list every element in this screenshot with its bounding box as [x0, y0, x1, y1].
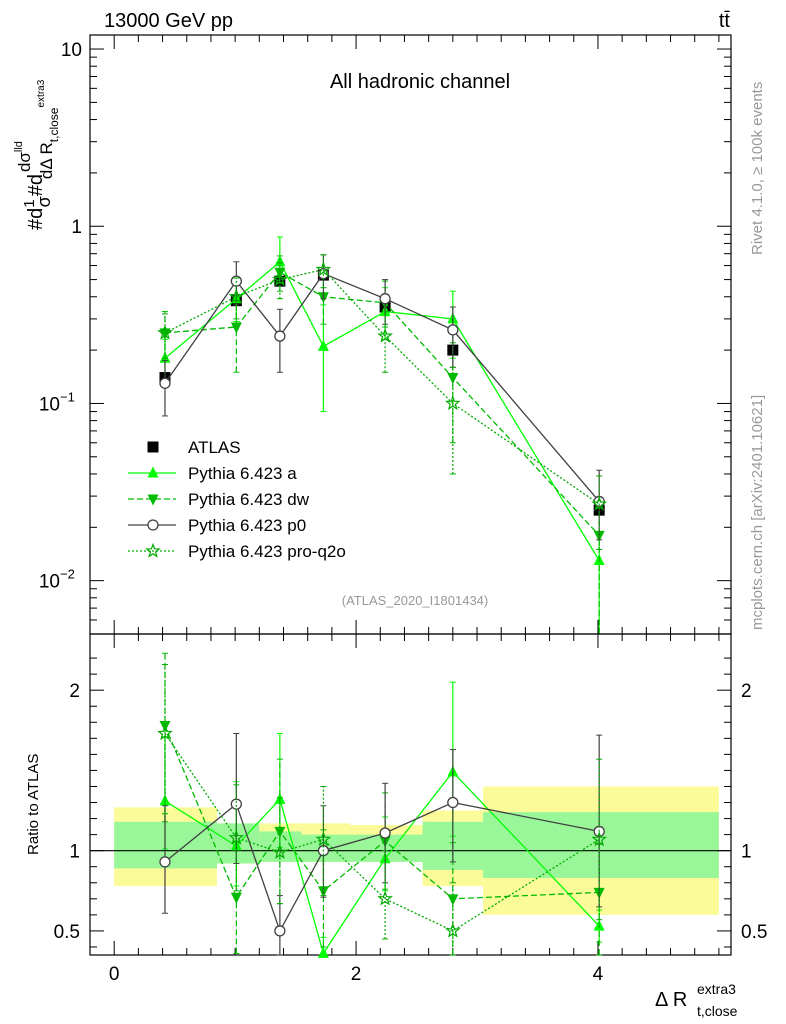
data-point	[274, 330, 286, 342]
data-point	[159, 377, 171, 389]
mcplots-label: mcplots.cern.ch [arXiv:2401.10621]	[749, 395, 766, 630]
ratio-point	[274, 826, 286, 838]
series-4	[157, 254, 608, 550]
ratio-point	[230, 798, 242, 810]
analysis-watermark: (ATLAS_2020_I1801434)	[342, 593, 488, 608]
legend-marker	[147, 519, 159, 531]
ratio-y-tick-label: 1	[69, 842, 80, 863]
svg-text:t,close: t,close	[697, 1003, 738, 1019]
data-point	[228, 288, 245, 304]
legend-label: Pythia 6.423 pro-q2o	[188, 542, 346, 561]
legend-label: ATLAS	[188, 438, 241, 457]
main-y-tick-label-exp: −2	[60, 567, 75, 582]
rivet-label: Rivet 4.1.0, ≥ 100k events	[749, 82, 766, 255]
process-label: tt̄	[719, 10, 731, 32]
legend-label: Pythia 6.423 dw	[188, 490, 310, 509]
ratio-point	[317, 946, 329, 958]
ratio-point	[447, 796, 459, 809]
data-point	[379, 293, 391, 305]
ratio-point	[447, 894, 459, 906]
data-point	[317, 339, 329, 351]
svg-text:Δ R: Δ R	[655, 989, 687, 1011]
ratio-y-tick-label: 0.5	[54, 922, 80, 943]
main-y-tick-label: 10	[39, 572, 60, 593]
legend-item: Pythia 6.423 p0	[128, 516, 306, 535]
stat-band	[483, 812, 719, 878]
data-point	[157, 324, 173, 340]
legend-marker	[145, 542, 161, 558]
legend-item: Pythia 6.423 a	[128, 464, 297, 483]
x-axis-label: Δ R extra3 t,close	[655, 981, 738, 1019]
ratio-y-axis-label: Ratio to ATLAS	[25, 754, 42, 855]
data-point	[447, 373, 459, 385]
x-tick-label: 0	[109, 964, 120, 985]
ratio-y-tick-label-right: 2	[741, 681, 752, 702]
data-point	[272, 271, 288, 287]
ratio-y-tick-label-right: 1	[741, 842, 752, 863]
data-point	[230, 322, 242, 334]
ratio-series-3	[157, 663, 608, 956]
x-tick-label: 4	[593, 964, 604, 985]
series-line	[164, 268, 600, 505]
plot-title: All hadronic channel	[330, 71, 510, 93]
ratio-point	[444, 922, 461, 938]
main-y-tick-label: 10	[61, 40, 82, 61]
ratio-plot-layer: 0.5 0.5 1 1 2 2 0 2 4	[54, 633, 767, 985]
legend-marker	[147, 441, 159, 453]
svg-text:extra3: extra3	[697, 981, 736, 997]
ratio-point	[377, 890, 393, 906]
ratio-point	[274, 925, 286, 937]
energy-label: 13000 GeV pp	[104, 10, 233, 32]
data-point	[444, 395, 461, 411]
legend-label: Pythia 6.423 a	[188, 464, 297, 483]
ratio-point	[379, 827, 391, 839]
ratio-point	[591, 831, 608, 847]
main-y-tick-label-exp: −1	[60, 389, 75, 404]
main-frame	[89, 34, 732, 635]
legend-marker	[147, 494, 159, 506]
data-point	[591, 495, 608, 511]
x-tick-label: 2	[351, 964, 362, 985]
ratio-point	[159, 856, 171, 868]
legend-label: Pythia 6.423 p0	[188, 516, 306, 535]
ratio-y-tick-label: 2	[69, 681, 80, 702]
main-y-tick-label: 1	[71, 217, 82, 238]
legend-marker	[147, 466, 159, 478]
ratio-point	[315, 831, 332, 847]
ratio-y-tick-label-right: 0.5	[741, 922, 767, 943]
ratio-point	[272, 844, 288, 859]
ratio-point	[157, 725, 173, 741]
data-point	[377, 327, 393, 343]
legend-item: Pythia 6.423 dw	[128, 490, 310, 509]
data-point	[315, 261, 332, 277]
legend-item: Pythia 6.423 pro-q2o	[128, 542, 346, 561]
main-y-axis-label: #d1σ#ddσlld dΔ Rt,closeextra3	[13, 79, 61, 230]
ratio-point	[230, 892, 242, 904]
legend: ATLAS Pythia 6.423 a Pythia 6.423 dw Pythia…	[128, 438, 346, 561]
ratio-frame	[89, 633, 732, 956]
ratio-point	[228, 829, 245, 845]
main-y-tick-label: 10	[39, 394, 60, 415]
legend-item: ATLAS	[147, 438, 241, 457]
data-point	[447, 324, 459, 336]
